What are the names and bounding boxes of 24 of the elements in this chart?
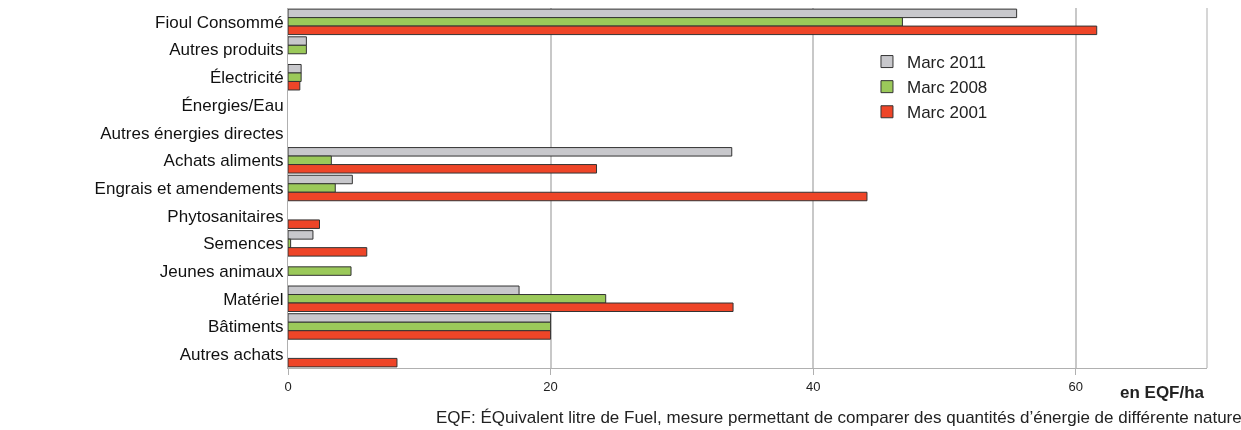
y-tick-label: Phytosanitaires xyxy=(167,206,284,226)
x-tick-label: 40 xyxy=(805,378,821,394)
y-tick-label: Jeunes animaux xyxy=(159,262,285,282)
x-tick-label: 60 xyxy=(1068,378,1083,394)
y-tick-label: Fioul Consommé xyxy=(155,12,284,32)
text: EQF: ÉQuivalent litre de Fuel, mesure permettant de comparer des quantités d’énergie de différente nature xyxy=(436,408,1241,427)
y-tick-label: Engrais et amendements xyxy=(94,178,284,198)
y-tick-label: Autres énergies directes xyxy=(100,123,284,143)
x-axis-title: en EQF/ha xyxy=(1120,383,1205,402)
y-tick-label: Énergies/Eau xyxy=(181,95,284,115)
y-tick-label: Matériel xyxy=(223,289,284,309)
x-tick-label: 20 xyxy=(543,378,558,394)
bar xyxy=(288,357,398,368)
y-tick-label: Autres achats xyxy=(179,345,284,365)
bar xyxy=(288,266,352,276)
legend-label: Marc 2008 xyxy=(906,78,988,98)
y-tick-label: Bâtiments xyxy=(208,317,284,337)
y-tick-label: Achats aliments xyxy=(163,151,284,171)
y-tick-label: Autres produits xyxy=(169,40,284,60)
legend-label: Marc 2001 xyxy=(906,103,988,123)
y-tick-label: Électricité xyxy=(209,68,284,88)
x-tick-label: 0 xyxy=(284,378,292,394)
legend-label: Marc 2011 xyxy=(906,53,987,73)
y-tick-label: Semences xyxy=(203,234,284,254)
